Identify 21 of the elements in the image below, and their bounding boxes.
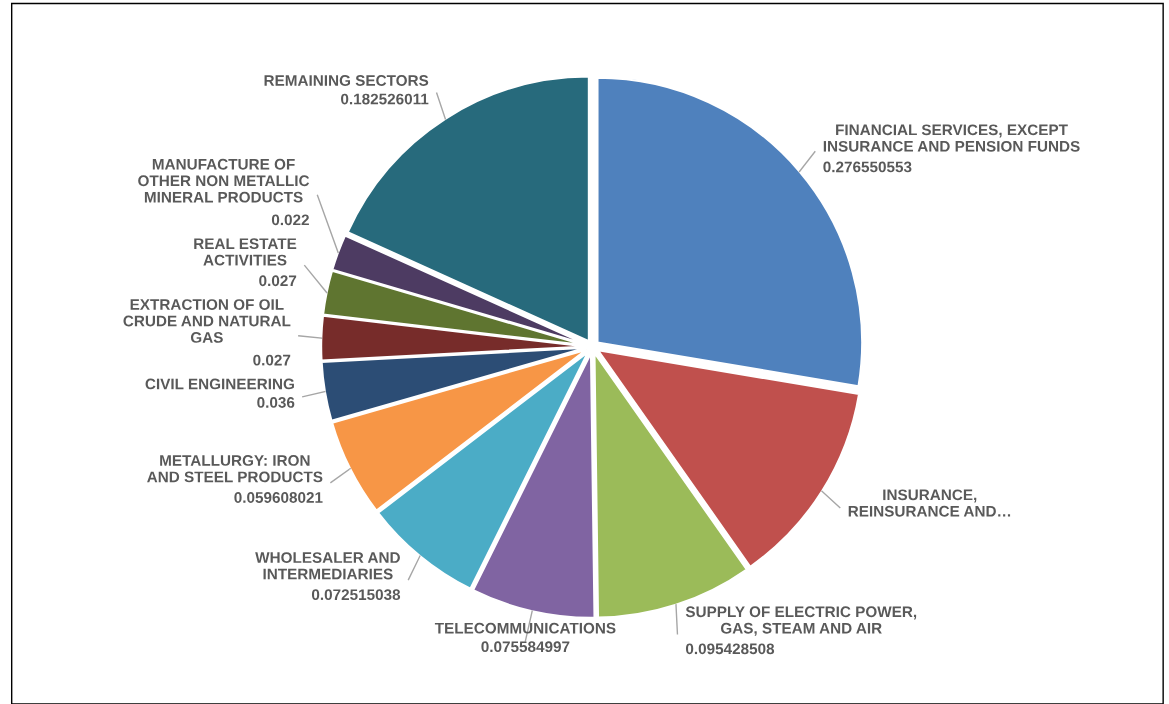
slice-label: FINANCIAL SERVICES, EXCEPT INSURANCE AND PENSION FUNDS — [823, 124, 1080, 152]
data-label: 0.075584997 — [481, 641, 570, 653]
slice-label: EXTRACTION OF OIL CRUDE AND NATURAL GAS — [123, 299, 291, 343]
slice-label: CIVIL ENGINEERING — [145, 378, 294, 390]
data-label: 0.027 — [259, 275, 297, 287]
slice-label: TELECOMMUNICATIONS — [434, 622, 616, 634]
data-label: 0.182526011 — [341, 93, 429, 105]
slice-label: METALLURGY: IRON AND STEEL PRODUCTS — [147, 455, 323, 483]
slice-label: MANUFACTURE OF OTHER NON METALLIC MINERAL PRODUCTS — [138, 158, 310, 203]
data-label: 0.059608021 — [234, 492, 323, 503]
data-label: 0.027 — [253, 354, 291, 366]
data-label: 0.276550553 — [823, 161, 912, 173]
data-label: 0.072515038 — [311, 589, 401, 601]
slice-label: REMAINING SECTORS — [264, 75, 429, 86]
slice-label: REAL ESTATE ACTIVITIES — [194, 238, 297, 266]
slice-label: WHOLESALER AND INTERMEDIARIES — [255, 552, 400, 580]
slice-label: SUPPLY OF ELECTRIC POWER, GAS, STEAM AND AIR — [685, 606, 917, 636]
slice-label: INSURANCE, REINSURANCE AND… — [848, 489, 1011, 517]
data-label: 0.095428508 — [685, 643, 775, 655]
data-label: 0.022 — [271, 214, 309, 226]
data-label: 0.036 — [257, 397, 295, 408]
